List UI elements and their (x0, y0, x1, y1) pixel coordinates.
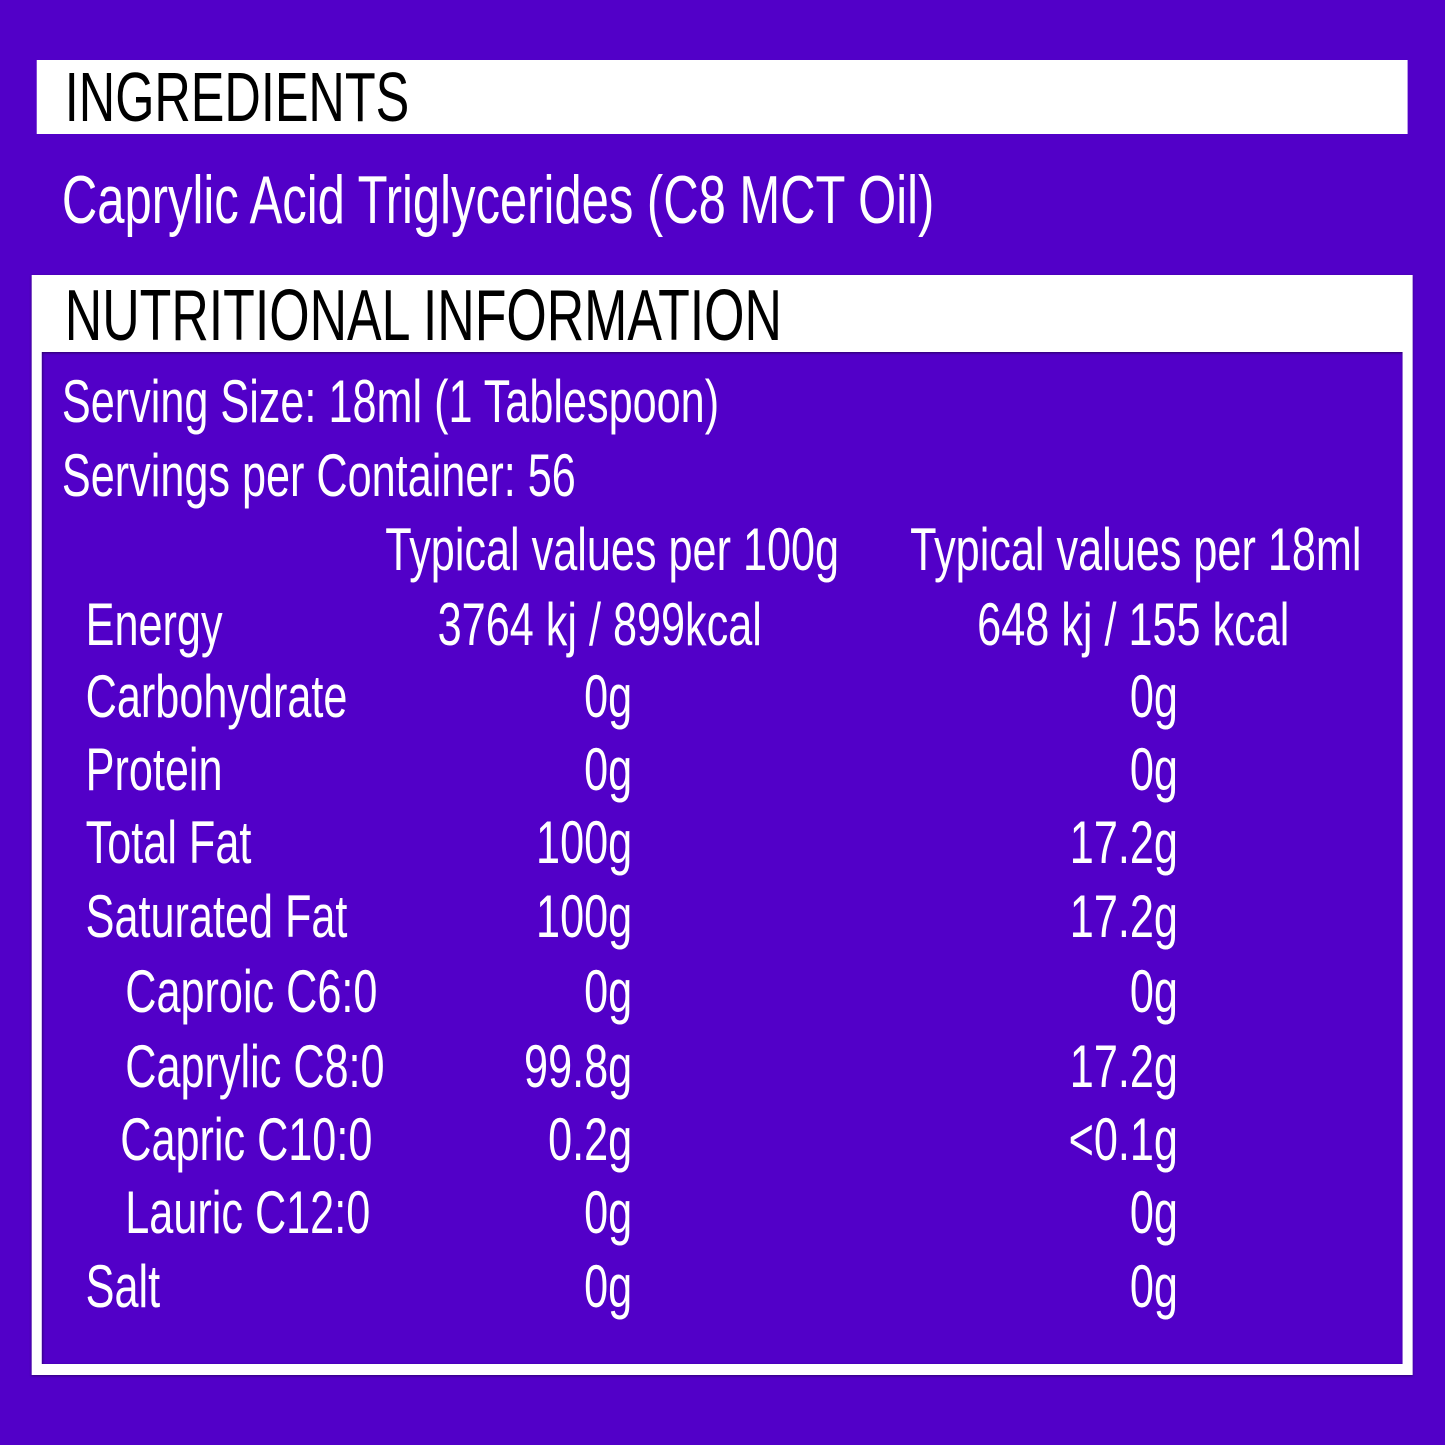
value-per-serving: 17.2g (1069, 883, 1178, 950)
ingredients-heading: INGREDIENTS (64, 58, 410, 136)
value-per-100g: 0g (584, 663, 633, 730)
servings-per-container: Servings per Container: 56 (61, 442, 576, 509)
nutrition-heading: NUTRITIONAL INFORMATION (64, 276, 782, 356)
serving-size: Serving Size: 18ml (1 Tablespoon) (61, 368, 720, 435)
value-per-100g: 100g (536, 883, 633, 950)
nutrient-label: Total Fat (85, 809, 252, 876)
value-per-serving: 0g (1129, 1179, 1178, 1246)
value-per-100g: 99.8g (524, 1033, 633, 1100)
value-per-100g: 0g (584, 1179, 633, 1246)
value-per-100g: 100g (536, 809, 633, 876)
ingredients-header-bar (36, 60, 1408, 134)
ingredients-text: Caprylic Acid Triglycerides (C8 MCT Oil) (61, 162, 935, 238)
column-header-per-serving: Typical values per 18ml (910, 516, 1362, 583)
value-per-serving: 648 kj / 155 kcal (977, 591, 1290, 658)
value-per-100g: 0g (584, 958, 633, 1025)
value-per-100g: 0.2g (548, 1106, 633, 1173)
nutrition-table-area (41, 352, 1403, 1364)
value-per-serving: 17.2g (1069, 809, 1178, 876)
nutrient-label: Energy (85, 591, 223, 658)
value-per-100g: 0g (584, 1253, 633, 1320)
nutrient-label: Caproic C6:0 (125, 958, 378, 1025)
column-header-per-100g: Typical values per 100g (385, 516, 840, 583)
value-per-serving: 0g (1129, 663, 1178, 730)
value-per-serving: 17.2g (1069, 1033, 1178, 1100)
nutrient-label: Carbohydrate (85, 663, 348, 730)
nutrient-label: Saturated Fat (85, 883, 348, 950)
value-per-100g: 0g (584, 736, 633, 803)
nutrient-label: Capric C10:0 (120, 1106, 373, 1173)
value-per-serving: 0g (1129, 736, 1178, 803)
nutrient-label: Protein (85, 736, 223, 803)
value-per-serving: <0.1g (1068, 1106, 1178, 1173)
nutrient-label: Lauric C12:0 (125, 1179, 371, 1246)
value-per-serving: 0g (1129, 1253, 1178, 1320)
nutrient-label: Caprylic C8:0 (125, 1033, 385, 1100)
value-per-serving: 0g (1129, 958, 1178, 1025)
nutrient-label: Salt (85, 1253, 161, 1320)
value-per-100g: 3764 kj / 899kcal (437, 591, 762, 658)
